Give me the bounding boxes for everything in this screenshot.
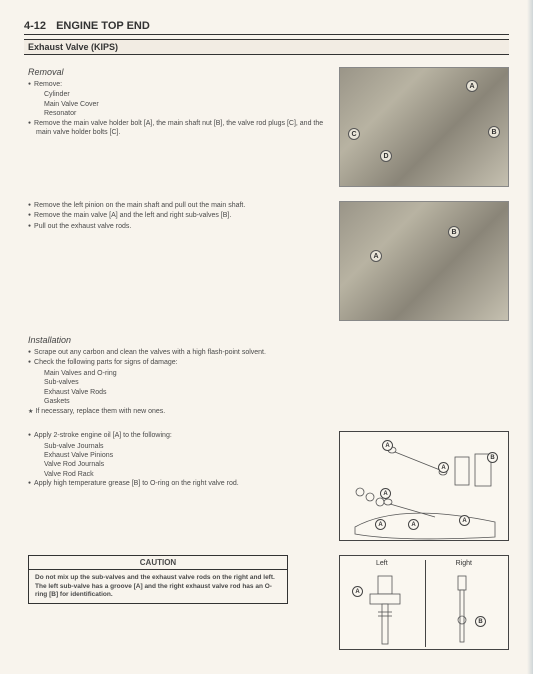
callout-d: D bbox=[380, 150, 392, 162]
page-number: 4-12 bbox=[24, 20, 46, 32]
diagram-left-right: Left Right A B bbox=[339, 555, 509, 650]
bullet: Pull out the exhaust valve rods. bbox=[28, 222, 331, 231]
callout-a: A bbox=[466, 80, 478, 92]
photo-cylinder-top: A B C D bbox=[339, 67, 509, 187]
indent-text: Gaskets bbox=[28, 397, 331, 406]
removal-block-1: Removal Remove: Cylinder Main Valve Cove… bbox=[24, 67, 509, 187]
removal-block-2: Remove the left pinion on the main shaft… bbox=[24, 201, 509, 321]
caution-text-1: Do not mix up the sub-valves and the exh… bbox=[35, 574, 281, 582]
label-right: Right bbox=[456, 560, 472, 567]
installation-block-1: Installation Scrape out any carbon and c… bbox=[24, 335, 509, 417]
removal-heading: Removal bbox=[28, 67, 331, 77]
callout-a: A bbox=[408, 519, 419, 530]
callout-a: A bbox=[370, 250, 382, 262]
section-bar: Exhaust Valve (KIPS) bbox=[24, 39, 509, 55]
indent-text: Resonator bbox=[28, 109, 331, 118]
indent-text: Sub-valves bbox=[28, 378, 331, 387]
callout-a: A bbox=[459, 515, 470, 526]
callout-a: A bbox=[375, 519, 386, 530]
caution-heading: CAUTION bbox=[29, 556, 287, 570]
bullet: Apply 2-stroke engine oil [A] to the fol… bbox=[28, 431, 331, 440]
caution-box: CAUTION Do not mix up the sub-valves and… bbox=[28, 555, 288, 604]
callout-a: A bbox=[438, 462, 449, 473]
bullet: Remove the left pinion on the main shaft… bbox=[28, 201, 331, 210]
indent-text: Main Valve Cover bbox=[28, 100, 331, 109]
callout-a: A bbox=[380, 488, 391, 499]
indent-text: Exhaust Valve Pinions bbox=[28, 451, 331, 460]
callout-b: B bbox=[448, 226, 460, 238]
callout-b: B bbox=[488, 126, 500, 138]
indent-text: Cylinder bbox=[28, 90, 331, 99]
label-left: Left bbox=[376, 560, 388, 567]
bullet: Check the following parts for signs of d… bbox=[28, 358, 331, 367]
bullet: Remove the main valve holder bolt [A], t… bbox=[28, 119, 331, 138]
bullet: Remove: bbox=[28, 80, 331, 89]
callout-b: B bbox=[475, 616, 486, 627]
chapter-title-text: ENGINE TOP END bbox=[56, 20, 150, 32]
installation-heading: Installation bbox=[28, 335, 331, 345]
photo-valve-rods: A B bbox=[339, 201, 509, 321]
star-bullet: If necessary, replace them with new ones… bbox=[28, 407, 331, 416]
indent-text: Valve Rod Journals bbox=[28, 460, 331, 469]
bullet: Apply high temperature grease [B] to O-r… bbox=[28, 479, 331, 488]
scan-edge bbox=[527, 0, 533, 674]
indent-text: Valve Rod Rack bbox=[28, 470, 331, 479]
indent-text: Sub-valve Journals bbox=[28, 442, 331, 451]
caution-block: CAUTION Do not mix up the sub-valves and… bbox=[24, 555, 509, 650]
bullet: Remove the main valve [A] and the left a… bbox=[28, 211, 331, 220]
section-title: Exhaust Valve (KIPS) bbox=[28, 42, 118, 52]
indent-text: Main Valves and O-ring bbox=[28, 369, 331, 378]
chapter-title bbox=[48, 20, 54, 32]
callout-c: C bbox=[348, 128, 360, 140]
callout-a: A bbox=[352, 586, 363, 597]
indent-text: Exhaust Valve Rods bbox=[28, 388, 331, 397]
callout-a: A bbox=[382, 440, 393, 451]
caution-text-2: The left sub-valve has a groove [A] and … bbox=[35, 583, 281, 600]
page-header: 4-12 ENGINE TOP END bbox=[24, 20, 509, 35]
diagram-svg bbox=[340, 432, 510, 542]
callout-b: B bbox=[487, 452, 498, 463]
bullet: Scrape out any carbon and clean the valv… bbox=[28, 348, 331, 357]
installation-block-2: Apply 2-stroke engine oil [A] to the fol… bbox=[24, 431, 509, 541]
diagram-oil-points: A A B A A A A bbox=[339, 431, 509, 541]
